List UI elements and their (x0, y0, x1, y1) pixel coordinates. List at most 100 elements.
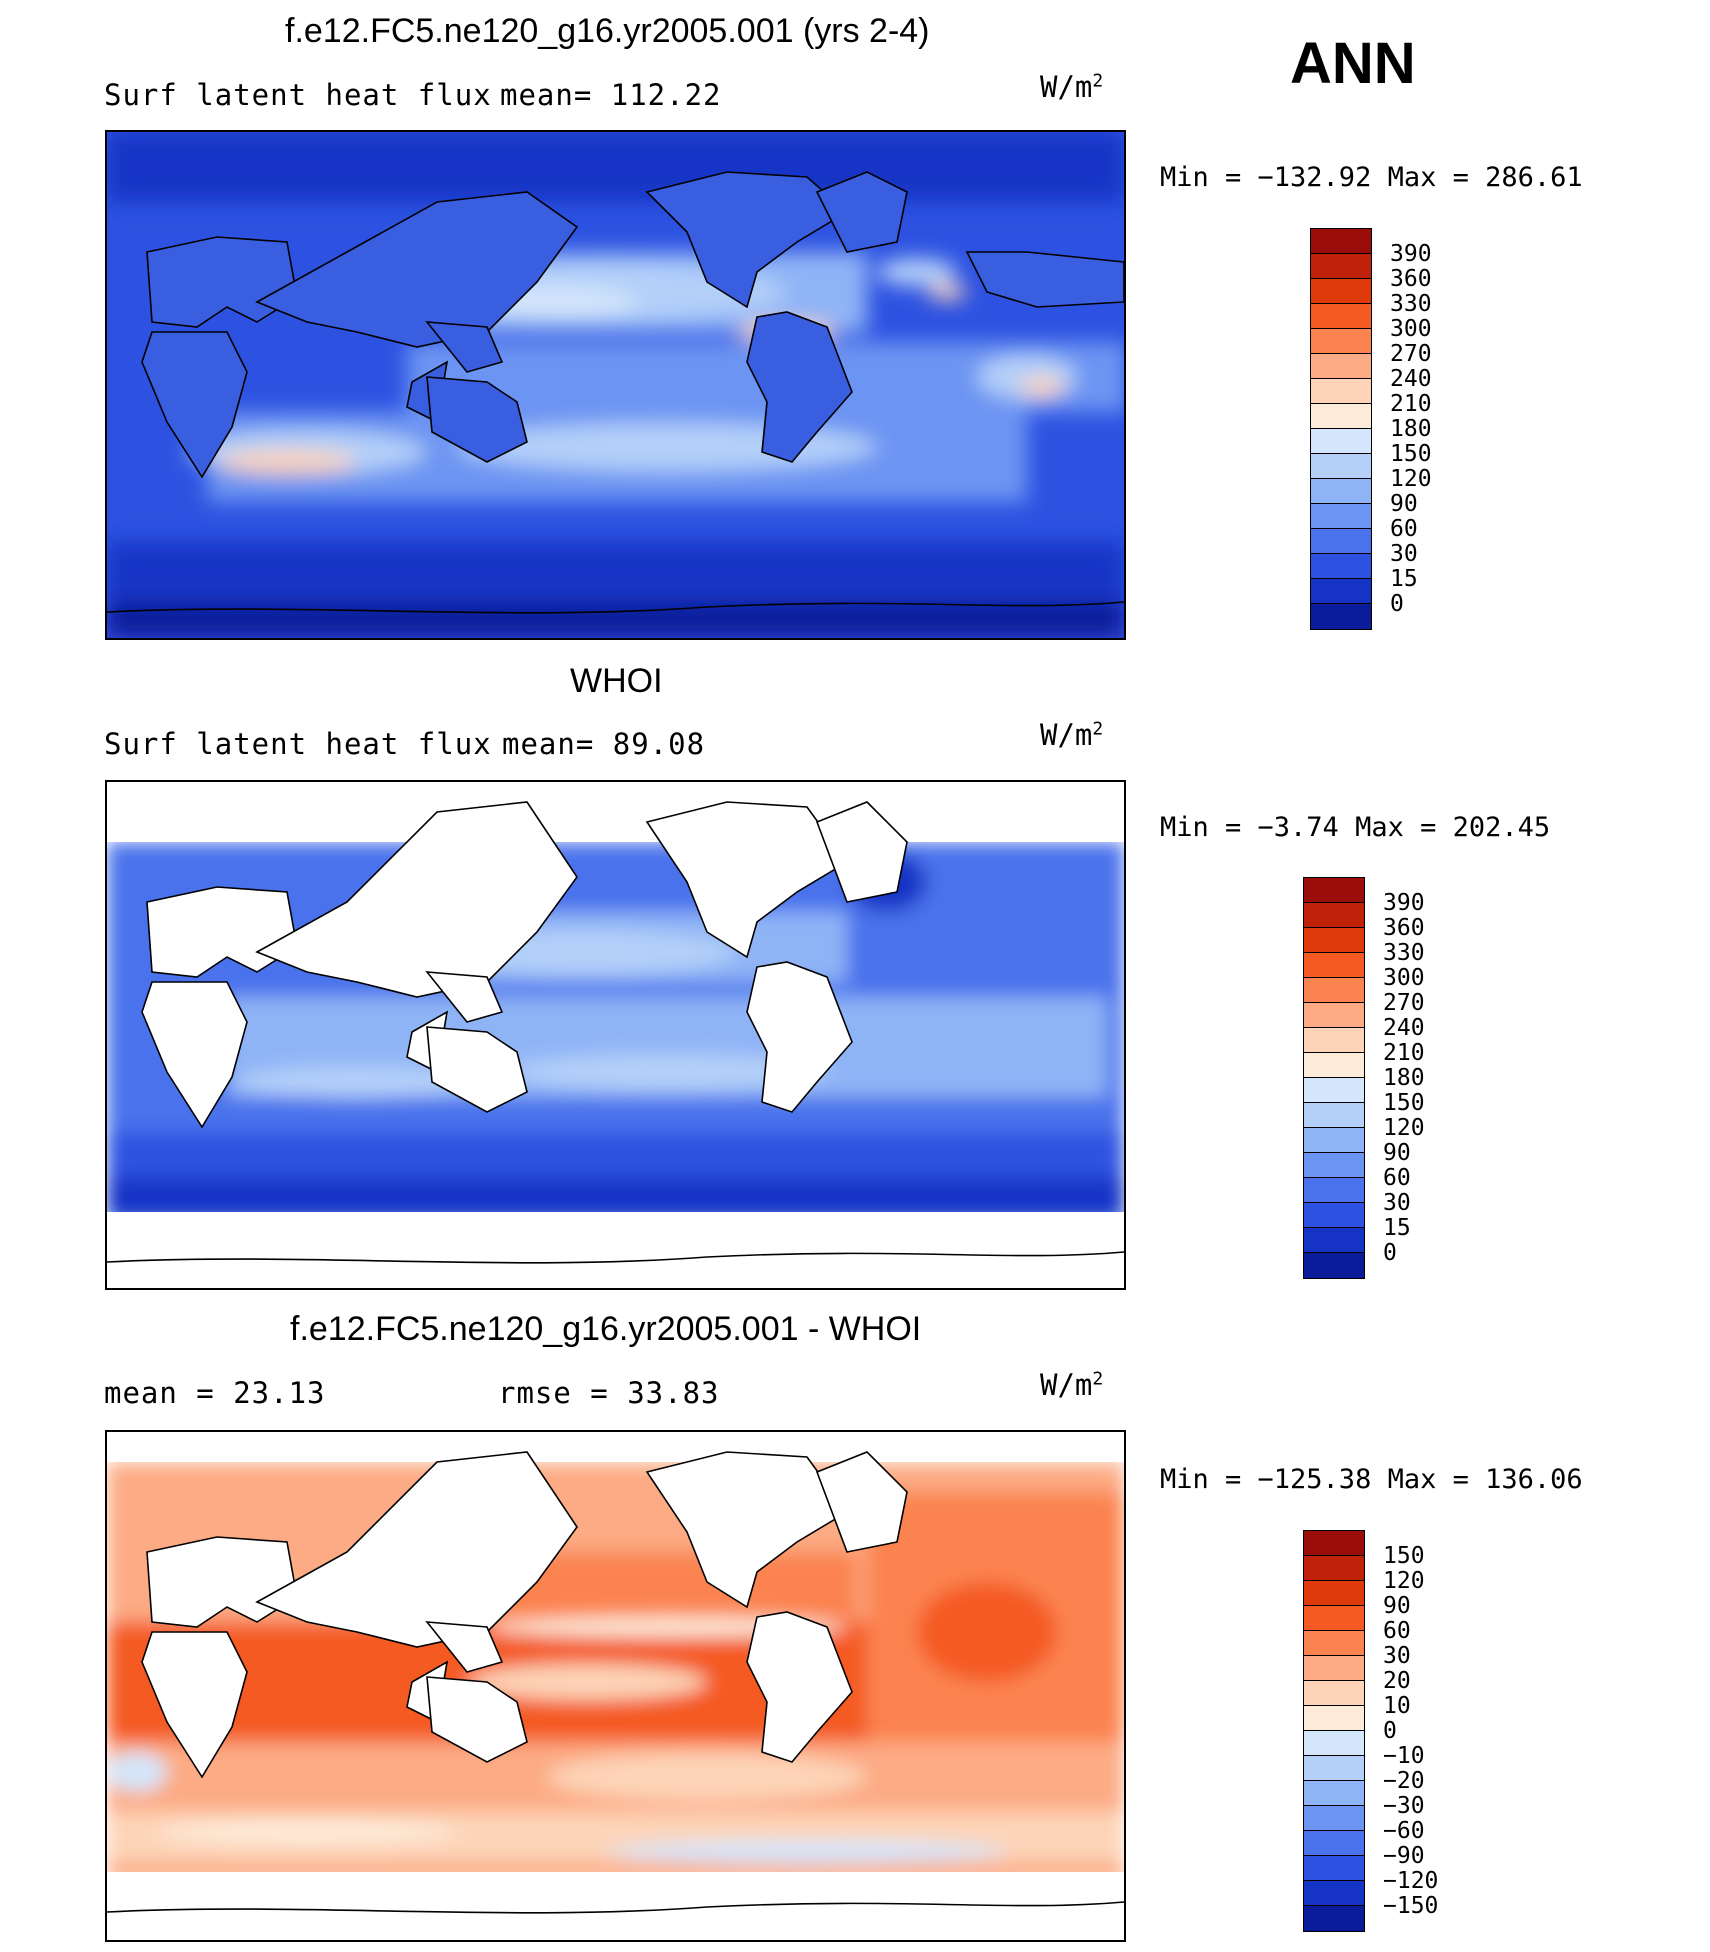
colorbar-tick-label: 120 (1383, 1115, 1425, 1141)
colorbar-tick-label: 150 (1390, 441, 1432, 467)
colorbar-swatch (1304, 1228, 1364, 1253)
colorbar-tick-label: 270 (1383, 990, 1425, 1016)
colorbar-tick-label: −150 (1383, 1893, 1439, 1919)
colorbar-tick-label: −60 (1383, 1818, 1425, 1844)
colorbar-tick-label: 90 (1383, 1140, 1411, 1166)
colorbar-swatch (1304, 1881, 1364, 1906)
colorbar-tick-label: 390 (1390, 241, 1432, 267)
colorbar-swatch (1304, 978, 1364, 1003)
colorbar-labels-model: 390 360 330 300 270 240 210 180 150 120 90 60 30 15 0 (1390, 242, 1432, 617)
minmax-diff: Min = −125.38 Max = 136.06 (1160, 1464, 1583, 1495)
colorbar-swatch (1304, 1028, 1364, 1053)
colorbar-tick-label: 0 (1390, 591, 1404, 617)
colorbar-swatch (1304, 878, 1364, 903)
colorbar-swatch (1311, 379, 1371, 404)
colorbar-swatch (1311, 479, 1371, 504)
minmax-obs: Min = −3.74 Max = 202.45 (1160, 812, 1551, 843)
minmax-model: Min = −132.92 Max = 286.61 (1160, 162, 1583, 193)
colorbar-swatch (1311, 354, 1371, 379)
colorbar-swatch (1304, 903, 1364, 928)
colorbar-swatch (1304, 1253, 1364, 1278)
colorbar-swatch (1304, 1053, 1364, 1078)
colorbar-tick-label: 390 (1383, 890, 1425, 916)
colorbar-tick-label: 60 (1383, 1618, 1411, 1644)
colorbar-tick-label: 90 (1390, 491, 1418, 517)
colorbar-tick-label: −10 (1383, 1743, 1425, 1769)
colorbar-swatch (1304, 1581, 1364, 1606)
colorbar-swatch (1304, 1731, 1364, 1756)
colorbar-tick-label: 150 (1383, 1090, 1425, 1116)
colorbar-swatch (1304, 1706, 1364, 1731)
colorbar-tick-label: 180 (1383, 1065, 1425, 1091)
panel-mean-label-obs: mean= 89.08 (502, 727, 706, 761)
colorbar-tick-label: −20 (1383, 1768, 1425, 1794)
colorbar-swatch (1311, 279, 1371, 304)
panel-variable-label-obs: Surf latent heat flux (104, 727, 492, 761)
colorbar-tick-label: 0 (1383, 1718, 1397, 1744)
colorbar-labels-obs: 390 360 330 300 270 240 210 180 150 120 90 60 30 15 0 (1383, 891, 1425, 1266)
colorbar-labels-diff: 150 120 90 60 30 20 10 0 −10 −20 −30 −60 −90 −120 −150 (1383, 1544, 1438, 1919)
colorbar-swatch (1304, 1856, 1364, 1881)
colorbar-swatch (1304, 953, 1364, 978)
colorbar-tick-label: 90 (1383, 1593, 1411, 1619)
colorbar-tick-label: 300 (1390, 316, 1432, 342)
panel-mean-label-model: mean= 112.22 (500, 78, 722, 112)
colorbar-tick-label: 360 (1390, 266, 1432, 292)
units-label-obs: W/m2 (1040, 718, 1104, 752)
colorbar-swatch (1311, 304, 1371, 329)
colorbar-swatch (1304, 1556, 1364, 1581)
colorbar-tick-label: 330 (1383, 940, 1425, 966)
colorbar-tick-label: 10 (1383, 1693, 1411, 1719)
colorbar-swatch (1311, 229, 1371, 254)
colorbar-tick-label: 330 (1390, 291, 1432, 317)
colorbar-swatch (1304, 1906, 1364, 1931)
panel-title-obs: WHOI (570, 662, 663, 700)
colorbar-diff (1303, 1530, 1365, 1932)
colorbar-swatch (1304, 1806, 1364, 1831)
colorbar-swatch (1304, 1203, 1364, 1228)
colorbar-tick-label: 240 (1383, 1015, 1425, 1041)
colorbar-swatch (1311, 529, 1371, 554)
colorbar-swatch (1311, 404, 1371, 429)
colorbar-swatch (1311, 329, 1371, 354)
panel-title-diff: f.e12.FC5.ne120_g16.yr2005.001 - WHOI (290, 1310, 922, 1348)
colorbar-tick-label: 120 (1390, 466, 1432, 492)
colorbar-swatch (1311, 554, 1371, 579)
colorbar-tick-label: 150 (1383, 1543, 1425, 1569)
map-obs (105, 780, 1126, 1290)
colorbar-tick-label: 360 (1383, 915, 1425, 941)
colorbar-swatch (1304, 1531, 1364, 1556)
colorbar-tick-label: −120 (1383, 1868, 1439, 1894)
colorbar-swatch (1304, 1178, 1364, 1203)
colorbar-tick-label: 15 (1390, 566, 1418, 592)
colorbar-swatch (1304, 1756, 1364, 1781)
colorbar-tick-label: 210 (1383, 1040, 1425, 1066)
colorbar-tick-label: 60 (1390, 516, 1418, 542)
colorbar-swatch (1304, 1153, 1364, 1178)
colorbar-swatch (1304, 1631, 1364, 1656)
units-label-model: W/m2 (1040, 70, 1104, 104)
colorbar-tick-label: 270 (1390, 341, 1432, 367)
colorbar-swatch (1304, 1831, 1364, 1856)
panel-rmse-label-diff: rmse = 33.83 (498, 1376, 720, 1410)
colorbar-tick-label: −90 (1383, 1843, 1425, 1869)
colorbar-swatch (1311, 504, 1371, 529)
map-diff (105, 1430, 1126, 1942)
colorbar-tick-label: 20 (1383, 1668, 1411, 1694)
colorbar-tick-label: 60 (1383, 1165, 1411, 1191)
panel-mean-label-diff: mean = 23.13 (104, 1376, 326, 1410)
colorbar-obs (1303, 877, 1365, 1279)
colorbar-swatch (1304, 1078, 1364, 1103)
colorbar-tick-label: 300 (1383, 965, 1425, 991)
colorbar-swatch (1311, 254, 1371, 279)
map-model (105, 130, 1126, 640)
colorbar-tick-label: 30 (1383, 1190, 1411, 1216)
panel-title-model: f.e12.FC5.ne120_g16.yr2005.001 (yrs 2-4) (285, 12, 930, 50)
units-label-diff: W/m2 (1040, 1368, 1104, 1402)
colorbar-tick-label: 30 (1390, 541, 1418, 567)
colorbar-swatch (1304, 1781, 1364, 1806)
colorbar-swatch (1304, 1003, 1364, 1028)
colorbar-tick-label: 15 (1383, 1215, 1411, 1241)
colorbar-tick-label: 210 (1390, 391, 1432, 417)
colorbar-tick-label: 240 (1390, 366, 1432, 392)
